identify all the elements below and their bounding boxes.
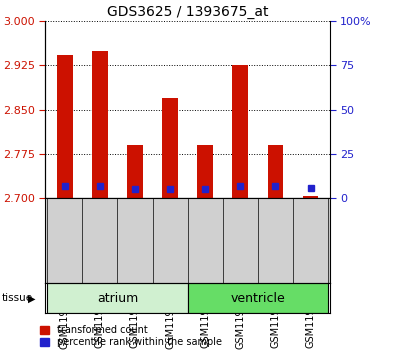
Bar: [188, 283, 328, 313]
Bar: [232, 65, 248, 198]
Bar: [267, 145, 283, 198]
Text: atrium: atrium: [97, 292, 138, 305]
Bar: [47, 283, 188, 313]
Bar: [162, 98, 178, 198]
Legend: transformed count, percentile rank within the sample: transformed count, percentile rank withi…: [40, 325, 222, 347]
Text: tissue: tissue: [2, 293, 33, 303]
Bar: [92, 51, 108, 198]
Text: ▶: ▶: [28, 293, 36, 303]
Bar: [57, 55, 73, 198]
Bar: [303, 196, 318, 198]
Bar: [127, 145, 143, 198]
Bar: [197, 145, 213, 198]
Title: GDS3625 / 1393675_at: GDS3625 / 1393675_at: [107, 5, 268, 19]
Text: ventricle: ventricle: [230, 292, 285, 305]
